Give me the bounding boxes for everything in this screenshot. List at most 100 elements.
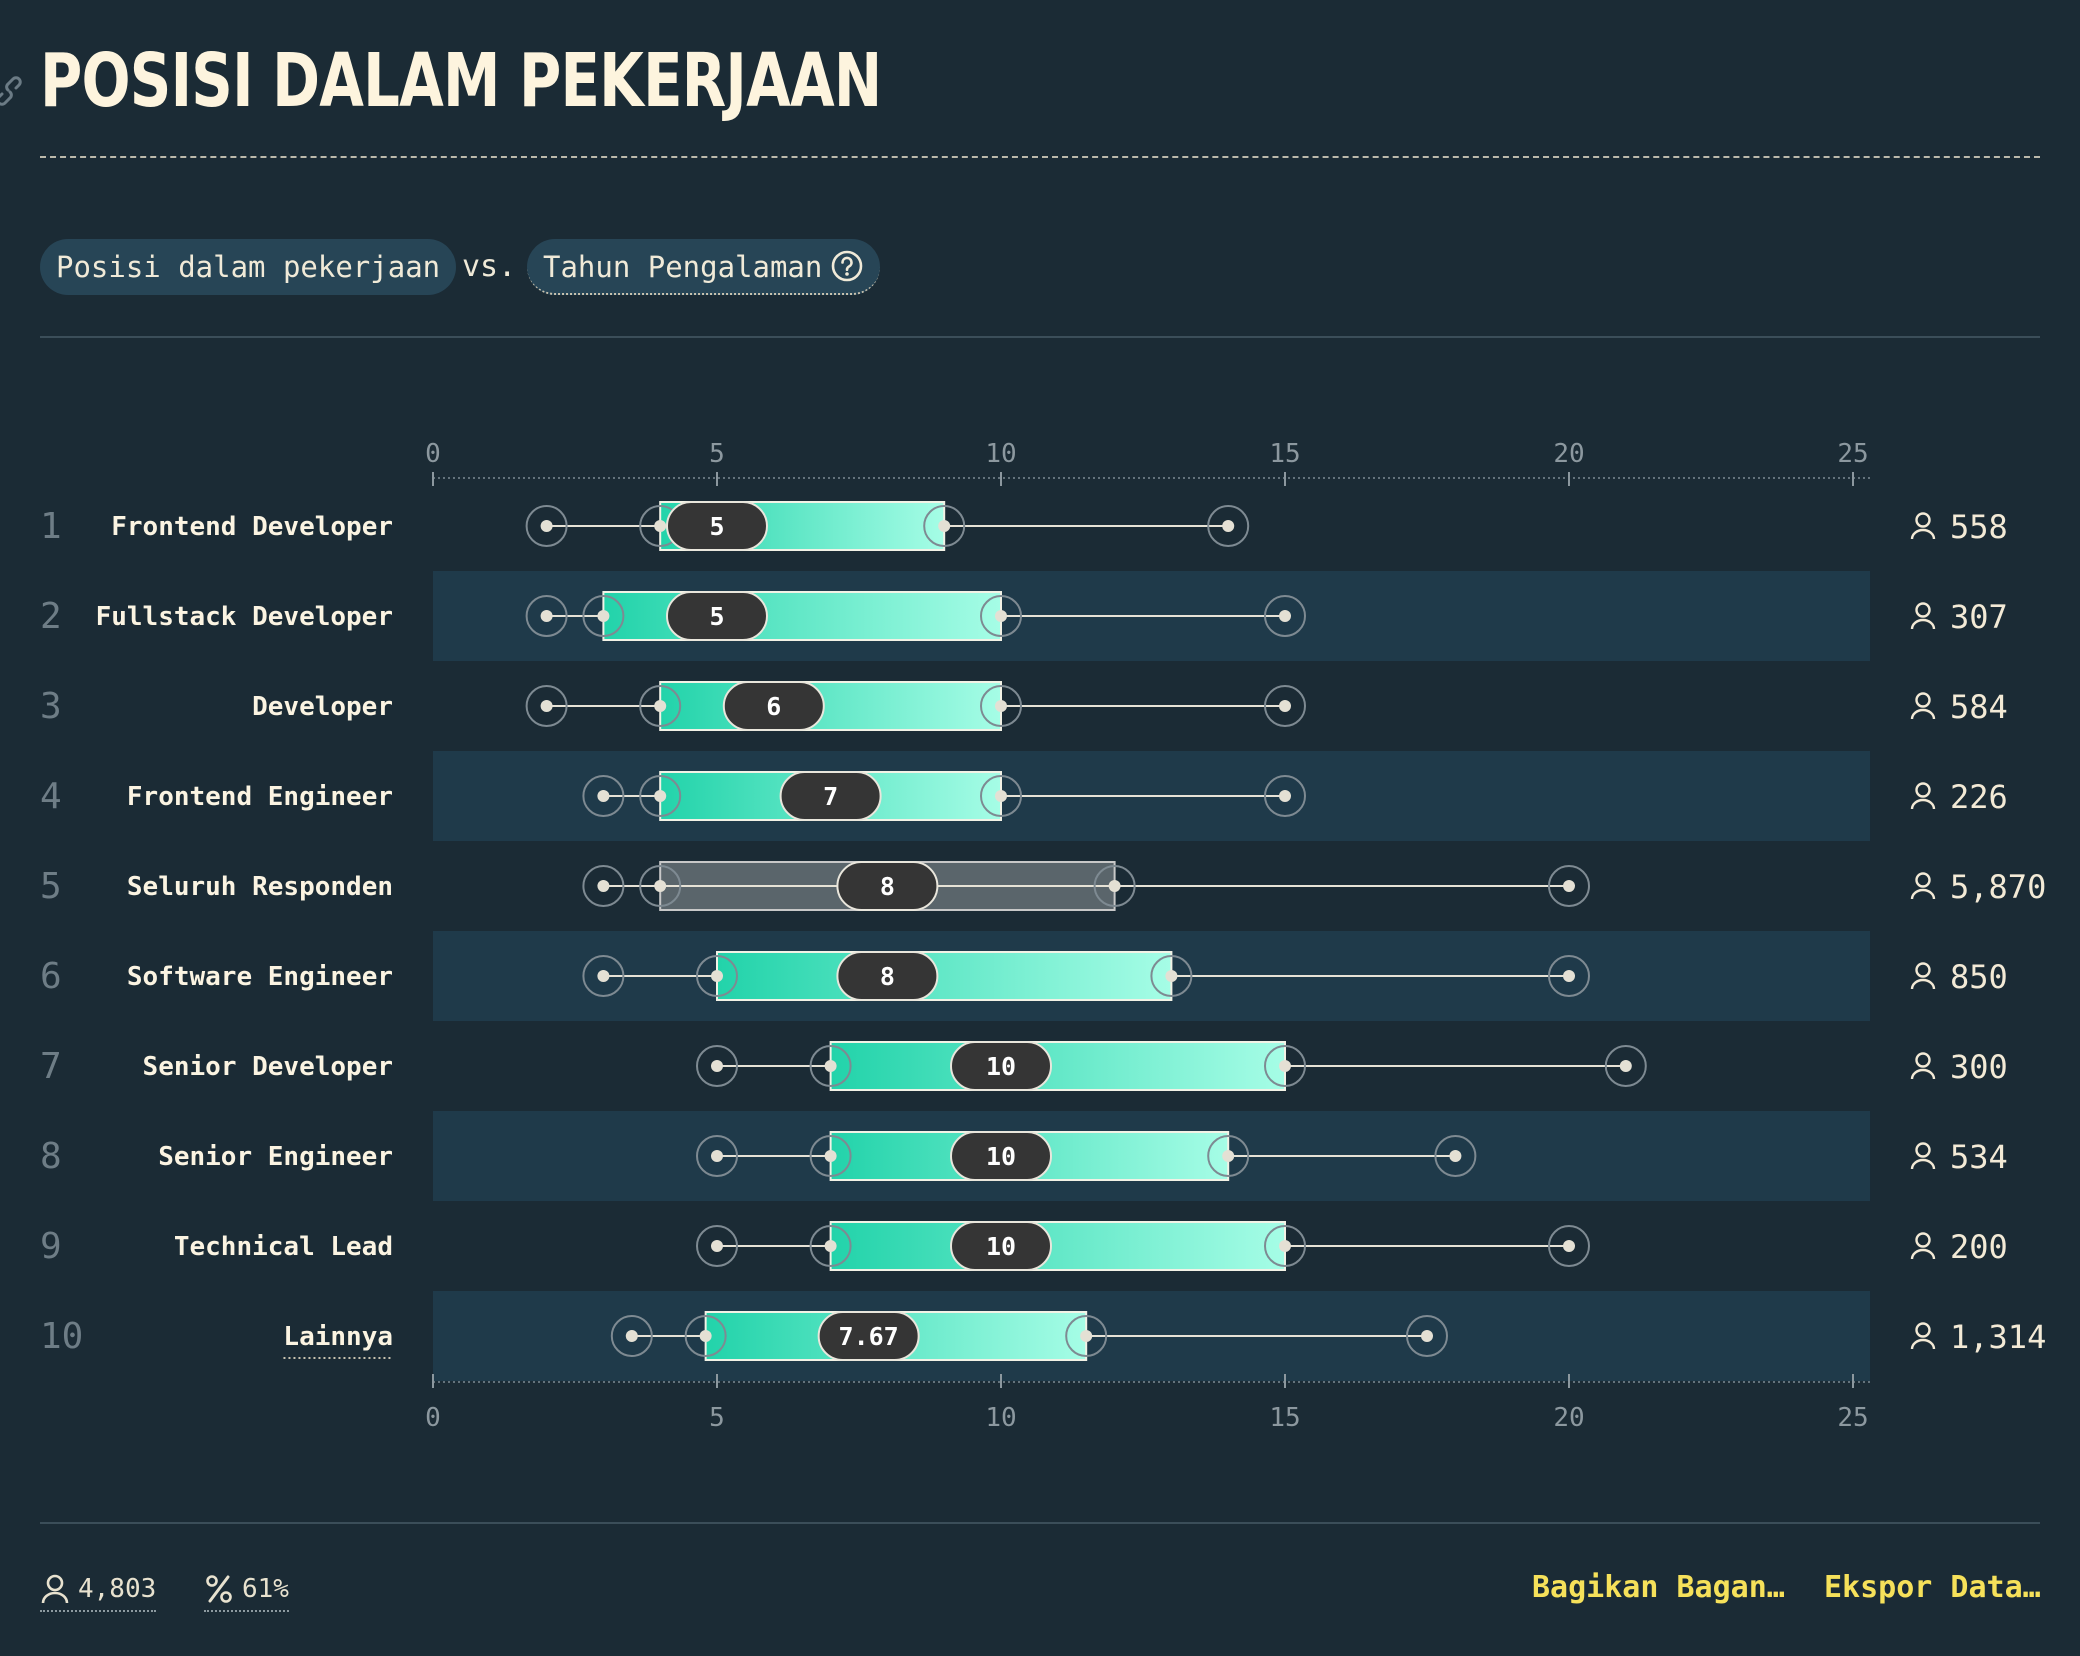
person-icon-body [1910,528,1936,540]
dimension-chip-experience[interactable]: Tahun Pengalaman [527,239,881,295]
chart-row[interactable]: 5 Seluruh Responden 8 5,870 [40,861,2046,911]
median-pill [666,591,768,641]
q3-marker-ring [1207,1135,1250,1177]
p10-marker-ring [582,775,625,817]
row-count: 584 [1950,688,2008,726]
row-label: Senior Developer [143,1052,393,1082]
row-rank: 9 [40,1226,62,1267]
p10-marker-ring [582,955,625,997]
link-icon[interactable] [0,76,24,106]
q1-marker-ring [639,775,682,817]
median-pill [836,951,939,1001]
person-icon-body [1910,618,1936,630]
x-tick-label: 20 [1553,439,1584,469]
p10-marker-ring [582,865,625,907]
row-count: 534 [1950,1138,2008,1176]
person-icon-body [1910,1338,1936,1350]
chart-row[interactable]: 3 Developer 6 584 [40,681,2008,731]
person-icon-body [1910,978,1936,990]
median-pill [817,1311,920,1361]
p90-marker-ring [1264,595,1306,637]
q1-marker-ring [582,595,625,637]
chart-row[interactable]: 2 Fullstack Developer 5 307 [40,591,2008,641]
q3-marker [1165,970,1178,982]
help-circle-icon[interactable] [830,249,864,283]
dimension-chip-position[interactable]: Posisi dalam pekerjaan [40,239,457,295]
p10-marker [711,1240,723,1252]
respondent-count[interactable]: 4,803 [40,1568,157,1612]
chart-row[interactable]: 4 Frontend Engineer 7 226 [40,771,2008,821]
person-icon [1910,602,1936,630]
person-icon-body [1910,888,1936,900]
median-pill [666,501,768,551]
q3-marker [1080,1330,1093,1342]
p90-marker-ring [1548,1225,1590,1267]
median-label: 6 [766,692,781,721]
person-icon-head [1915,962,1931,978]
q1-marker [824,1240,837,1252]
median-label: 8 [880,872,895,901]
p90-marker [1563,1240,1575,1252]
q1-marker-ring [809,1135,852,1177]
x-tick-label: 5 [709,439,725,469]
x-tick-label: 15 [1269,439,1300,469]
person-icon [1910,782,1936,810]
q3-marker [1279,1240,1291,1252]
iqr-box [659,681,1002,731]
p90-marker-ring [1604,1045,1647,1087]
x-tick-label: 20 [1553,1403,1584,1433]
p10-marker [540,520,553,532]
row-count: 1,314 [1950,1318,2046,1356]
median-label: 8 [880,962,895,991]
person-icon [1910,1322,1936,1350]
p10-marker-ring [525,505,568,547]
row-label: Senior Engineer [158,1142,393,1172]
x-tick-label: 10 [985,1403,1016,1433]
x-tick-label: 25 [1837,1403,1868,1433]
row-label: Fullstack Developer [96,602,393,632]
p90-marker [1563,880,1575,892]
p10-marker-ring [696,1135,738,1177]
person-icon-body [1910,708,1936,720]
p10-marker-ring [696,1225,738,1267]
row-label: Technical Lead [174,1232,393,1262]
p10-marker [625,1330,638,1342]
page-title: POSISI DALAM PEKERJAAN [40,38,882,124]
footer-divider [40,1522,2040,1524]
chart-row[interactable]: 7 Senior Developer 10 300 [40,1041,2008,1091]
chart-row[interactable]: 10 Lainnya 7.67 1,314 [40,1311,2046,1361]
iqr-box [829,1041,1286,1091]
person-icon [1910,512,1936,540]
median-label: 10 [986,1232,1016,1261]
q3-marker-ring [1093,865,1136,907]
export-data-link[interactable]: Ekspor Data… [1824,1570,2041,1605]
row-label: Frontend Developer [111,512,393,542]
row-rank: 7 [40,1046,62,1087]
iqr-box [829,1221,1286,1271]
row-rank: 1 [40,506,62,547]
p10-marker [597,790,610,802]
response-percentage[interactable]: 61% [204,1568,289,1612]
row-count: 200 [1950,1228,2008,1266]
p90-marker [1222,520,1235,532]
q1-marker [824,1150,837,1162]
p10-marker-ring [696,1045,738,1087]
median-label: 7 [823,782,838,811]
q3-marker-ring [1264,1225,1306,1267]
p10-marker-ring [525,685,568,727]
person-icon-body [1910,1068,1936,1080]
row-rank: 5 [40,866,62,907]
chart-row[interactable]: 6 Software Engineer 8 850 [40,951,2008,1001]
chart-row[interactable]: 1 Frontend Developer 5 558 [40,501,2008,551]
p10-marker [711,1060,723,1072]
chart-row[interactable]: 9 Technical Lead 10 200 [40,1221,2008,1271]
share-chart-link[interactable]: Bagikan Bagan… [1532,1570,1785,1605]
chart-row[interactable]: 8 Senior Engineer 10 534 [40,1131,2008,1181]
q3-marker-ring [1065,1315,1108,1357]
p90-marker-ring [1434,1135,1477,1177]
q1-marker [654,790,667,802]
p90-marker [1279,700,1291,712]
q1-marker [597,610,610,622]
q3-marker-ring [923,505,966,547]
person-icon [1910,1052,1936,1080]
